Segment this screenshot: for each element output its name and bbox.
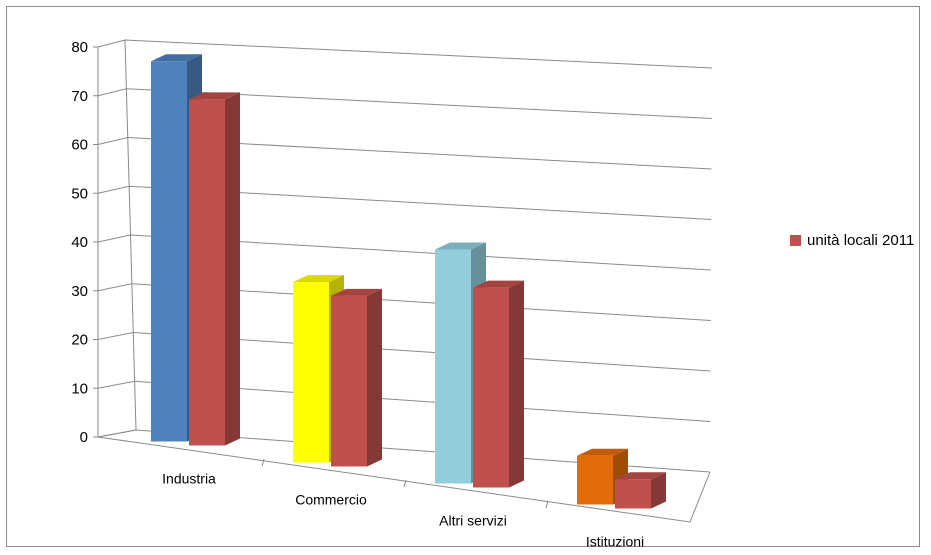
bar-top	[473, 280, 524, 288]
bar-top	[435, 242, 486, 250]
bar	[473, 287, 509, 488]
y-tick-label: 30	[71, 283, 88, 300]
bar	[577, 455, 613, 505]
bar	[151, 61, 187, 442]
bar	[189, 99, 225, 446]
legend-swatch	[790, 235, 801, 246]
y-tick-label: 40	[71, 234, 88, 251]
y-tick-label: 20	[71, 332, 88, 349]
y-tick-label: 0	[80, 429, 88, 446]
x-tick-label: Industria	[162, 471, 216, 487]
bar-side	[651, 472, 666, 509]
y-tick-label: 50	[71, 185, 88, 202]
bar-top	[615, 472, 666, 480]
bar	[615, 479, 651, 509]
bar-side	[367, 288, 382, 467]
bar-side	[225, 92, 240, 446]
y-tick-label: 80	[71, 39, 88, 56]
bar	[293, 282, 329, 463]
x-tick-mark	[261, 458, 265, 467]
legend-label: unità locali 2011	[807, 232, 915, 249]
x-tick-label: Commercio	[295, 492, 367, 508]
floor-left-edge	[97, 429, 137, 438]
floor-outline	[97, 436, 711, 523]
y-tick-label: 60	[71, 137, 88, 154]
x-tick-label: Altri servizi	[439, 513, 507, 529]
bar-top	[577, 448, 628, 456]
y-tick-label: 10	[71, 380, 88, 397]
bar-top	[331, 288, 382, 296]
x-tick-label: Istituzioni	[586, 534, 644, 550]
bar-top	[151, 54, 202, 62]
bar	[331, 295, 367, 467]
back-wall-edge	[124, 39, 137, 431]
y-tick-label: 70	[71, 88, 88, 105]
bar-side	[509, 280, 524, 488]
bar-top	[293, 275, 344, 283]
x-tick-mark	[403, 479, 407, 488]
bar-top	[189, 92, 240, 100]
x-tick-mark	[545, 500, 549, 509]
bar	[435, 249, 471, 484]
legend: unità locali 2011	[790, 232, 914, 249]
